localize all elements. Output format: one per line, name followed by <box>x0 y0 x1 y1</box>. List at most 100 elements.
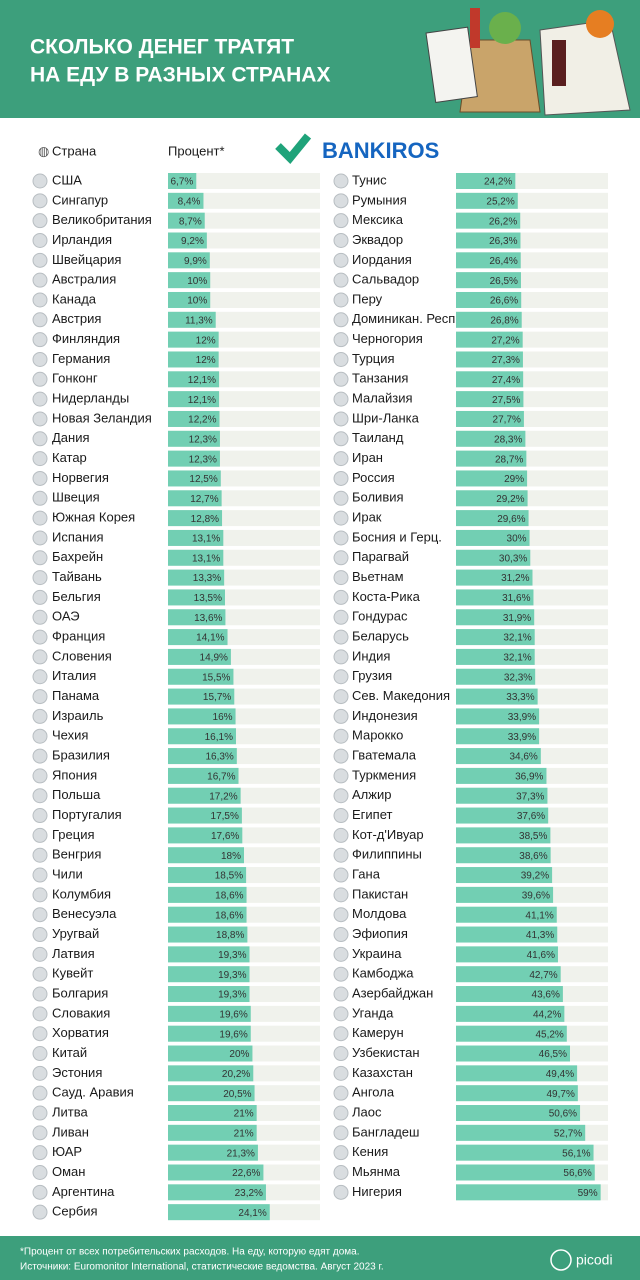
bar <box>168 232 207 249</box>
logo: BANKIROS <box>322 138 439 163</box>
bar <box>168 549 224 566</box>
country-name: Венгрия <box>52 847 101 862</box>
bar <box>168 1105 257 1122</box>
country-name: Узбекистан <box>352 1045 420 1060</box>
value-label: 13,6% <box>194 613 222 624</box>
bar <box>456 867 553 884</box>
flag <box>333 1184 349 1200</box>
flag <box>32 1125 48 1141</box>
bar-track <box>168 192 320 209</box>
country-name: Колумбия <box>52 886 111 901</box>
flag <box>32 371 48 387</box>
country-name: Гана <box>352 866 381 881</box>
bar <box>168 1204 270 1221</box>
bar <box>456 311 522 328</box>
flag <box>32 490 48 506</box>
value-label: 13,3% <box>193 573 221 584</box>
value-label: 26,6% <box>490 296 518 307</box>
value-label: 37,3% <box>516 791 544 802</box>
flag <box>333 649 349 665</box>
value-label: 13,1% <box>192 534 220 545</box>
country-name: Германия <box>52 351 110 366</box>
bar <box>456 371 524 388</box>
flag <box>333 252 349 268</box>
flag <box>333 907 349 923</box>
bar <box>168 331 219 348</box>
bar <box>168 371 220 388</box>
country-name: Бразилия <box>52 748 110 763</box>
flag <box>32 986 48 1002</box>
bar <box>168 510 223 527</box>
flag <box>32 946 48 962</box>
value-label: 32,1% <box>503 633 531 644</box>
bar <box>168 946 250 963</box>
bar <box>456 926 558 943</box>
flag <box>32 510 48 526</box>
groceries-illustration <box>425 8 631 116</box>
bar <box>456 748 541 765</box>
flag <box>333 669 349 685</box>
value-label: 12,1% <box>188 375 216 386</box>
flag <box>32 173 48 189</box>
value-label: 18,8% <box>216 930 244 941</box>
bar <box>456 787 548 804</box>
value-label: 12,5% <box>189 474 217 485</box>
value-label: 26,2% <box>489 216 517 227</box>
country-name: ЮАР <box>52 1144 82 1159</box>
bar <box>456 1065 578 1082</box>
value-label: 29% <box>504 474 524 485</box>
value-label: 49,7% <box>546 1089 574 1100</box>
country-name: Сев. Македония <box>352 688 450 703</box>
bar <box>456 1045 570 1062</box>
value-label: 18,5% <box>215 871 243 882</box>
value-label: 27,5% <box>492 395 520 406</box>
value-label: 12,2% <box>188 415 216 426</box>
flag <box>32 550 48 566</box>
value-label: 12,3% <box>189 454 217 465</box>
flag <box>32 609 48 625</box>
column-header: Страна <box>52 143 97 158</box>
flag <box>32 907 48 923</box>
bar <box>456 946 558 963</box>
flag <box>333 748 349 764</box>
flag <box>333 431 349 447</box>
flag <box>333 966 349 982</box>
flag <box>32 213 48 229</box>
bar <box>168 490 222 507</box>
bar <box>456 331 523 348</box>
bar <box>168 589 225 606</box>
bar <box>456 827 551 844</box>
country-name: Уганда <box>352 1005 394 1020</box>
value-label: 15,5% <box>202 672 230 683</box>
value-label: 44,2% <box>533 1010 561 1021</box>
country-name: Ливан <box>52 1124 89 1139</box>
bar <box>168 847 244 864</box>
country-name: Эквадор <box>352 232 403 247</box>
value-label: 20,5% <box>223 1089 251 1100</box>
globe-icon: ◍ <box>38 143 49 158</box>
bar <box>456 1005 565 1022</box>
country-name: Индия <box>352 648 390 663</box>
footnote: Источники: Euromonitor International, ст… <box>20 1262 384 1273</box>
bar <box>168 609 226 626</box>
flag <box>333 768 349 784</box>
flag <box>333 887 349 903</box>
value-label: 13,5% <box>194 593 222 604</box>
country-name: Сингапур <box>52 192 108 207</box>
country-name: Панама <box>52 688 100 703</box>
flag <box>333 570 349 586</box>
flag <box>333 1165 349 1180</box>
country-name: Польша <box>52 787 101 802</box>
country-name: Украина <box>352 946 402 961</box>
footnote: *Процент от всех потребительских расходо… <box>20 1246 359 1258</box>
value-label: 12% <box>196 355 216 366</box>
bar <box>168 688 235 705</box>
value-label: 27,3% <box>492 355 520 366</box>
bar <box>456 1124 586 1141</box>
bar <box>456 589 534 606</box>
bar <box>456 767 547 784</box>
flag <box>32 808 48 824</box>
country-name: Италия <box>52 668 96 683</box>
value-label: 11,3% <box>185 315 213 326</box>
flag <box>333 986 349 1002</box>
